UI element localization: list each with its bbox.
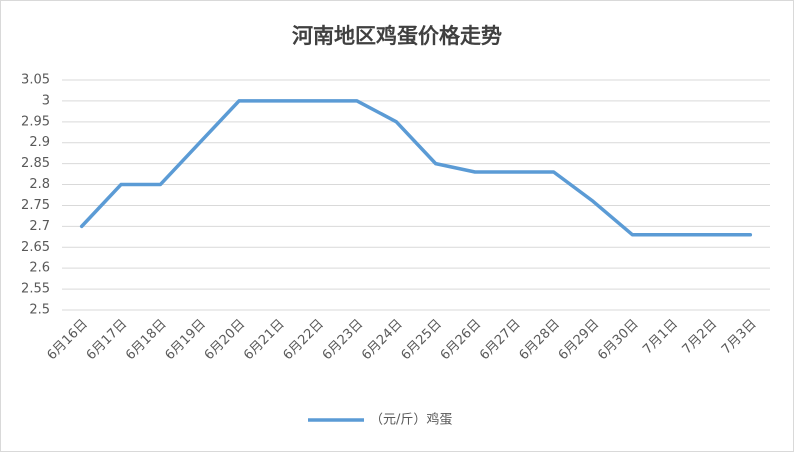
y-tick-label: 2.85 xyxy=(21,156,50,171)
y-tick-label: 2.95 xyxy=(21,114,50,129)
y-tick-label: 2.75 xyxy=(21,198,50,213)
chart-title: 河南地区鸡蛋价格走势 xyxy=(292,24,502,48)
y-tick-label: 2.6 xyxy=(29,261,50,276)
y-tick-label: 2.9 xyxy=(29,135,50,150)
data-line xyxy=(79,99,753,237)
y-tick-label: 2.7 xyxy=(29,219,50,234)
legend-label: （元/斤）鸡蛋 xyxy=(370,412,452,428)
y-tick-label: 2.8 xyxy=(29,177,50,192)
y-tick-label: 2.65 xyxy=(21,240,50,255)
y-tick-label: 3.05 xyxy=(21,73,50,88)
y-tick-label: 3 xyxy=(42,93,50,108)
y-tick-label: 2.5 xyxy=(29,303,50,318)
y-tick-label: 2.55 xyxy=(21,282,50,297)
